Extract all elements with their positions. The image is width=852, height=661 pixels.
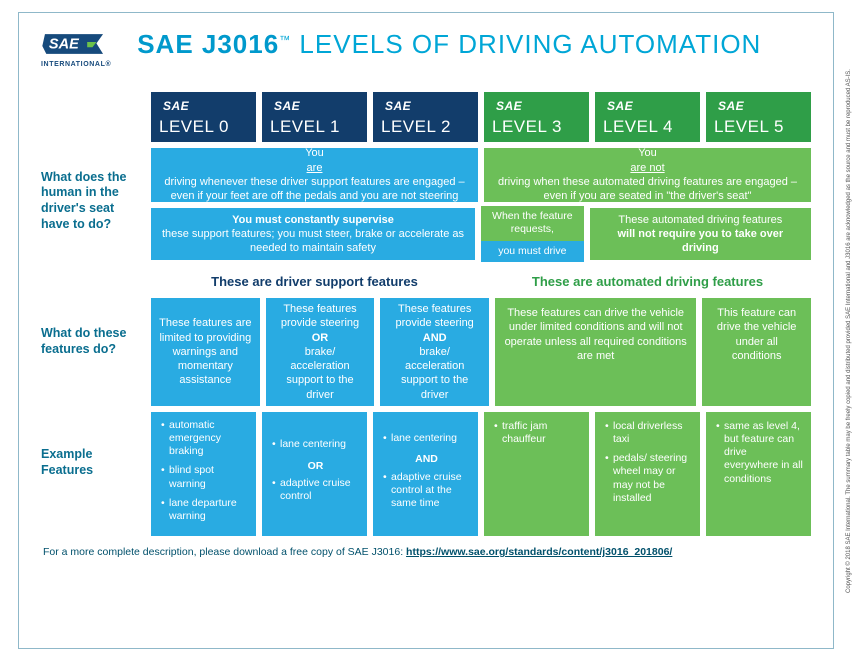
no-takeover-cell: These automated driving features will no…	[590, 208, 811, 260]
feature-requests-cell: When the feature requests, you must driv…	[481, 208, 584, 260]
page-title: SAE J3016™ LEVELS OF DRIVING AUTOMATION	[137, 29, 761, 60]
svg-text:SAE: SAE	[49, 37, 80, 53]
example-cell-2: lane centering AND adaptive cruise contr…	[373, 412, 478, 536]
table: SAELEVEL 0 SAELEVEL 1 SAELEVEL 2 SAELEVE…	[151, 92, 811, 536]
example-cell-0: automatic emergency braking blind spot w…	[151, 412, 256, 536]
footer-link[interactable]: https://www.sae.org/standards/content/j3…	[406, 546, 672, 558]
cat-head-driver-support: These are driver support features	[151, 270, 478, 292]
feature-cell-5: This feature can drive the vehicle under…	[702, 298, 811, 406]
sae-logo: SAE INTERNATIONAL®	[41, 29, 111, 68]
level-tab-4: SAELEVEL 4	[595, 92, 700, 142]
level-tab-2: SAELEVEL 2	[373, 92, 478, 142]
example-cell-4: local driverless taxi pedals/ steering w…	[595, 412, 700, 536]
level-tab-1: SAELEVEL 1	[262, 92, 367, 142]
feature-requests-top: When the feature requests,	[481, 206, 584, 241]
human-not-driving-cell: You are not driving when these automated…	[484, 148, 811, 202]
level-tab-3: SAELEVEL 3	[484, 92, 589, 142]
feature-requests-bottom: you must drive	[481, 241, 584, 263]
logo-subtext: INTERNATIONAL®	[41, 61, 111, 68]
page-frame: SAE INTERNATIONAL® SAE J3016™ LEVELS OF …	[18, 12, 834, 649]
example-cell-1: lane centering OR adaptive cruise contro…	[262, 412, 367, 536]
level-tab-5: SAELEVEL 5	[706, 92, 811, 142]
footer: For a more complete description, please …	[41, 546, 811, 558]
features-row: These features are limited to providing …	[151, 298, 811, 406]
category-heads: These are driver support features These …	[151, 270, 811, 292]
feature-cell-34: These features can drive the vehicle und…	[495, 298, 696, 406]
example-cell-3: traffic jam chauffeur	[484, 412, 589, 536]
human-driving-cell: You are driving whenever these driver su…	[151, 148, 478, 202]
header: SAE INTERNATIONAL® SAE J3016™ LEVELS OF …	[41, 29, 811, 68]
level-tabs-row: SAELEVEL 0 SAELEVEL 1 SAELEVEL 2 SAELEVE…	[151, 92, 811, 142]
feature-cell-1: These features provide steering OR brake…	[266, 298, 375, 406]
rowlabel-human: What does the human in the driver's seat…	[41, 142, 151, 260]
examples-row: automatic emergency braking blind spot w…	[151, 412, 811, 536]
human-row-1: You are driving whenever these driver su…	[151, 148, 811, 202]
sae-logo-icon: SAE	[41, 29, 107, 59]
copyright-text: Copyright © 2018 SAE International. The …	[846, 69, 852, 593]
rowlabel-features: What do these features do?	[41, 286, 151, 398]
grid: What does the human in the driver's seat…	[41, 92, 811, 536]
level-tab-0: SAELEVEL 0	[151, 92, 256, 142]
cat-head-automated: These are automated driving features	[484, 270, 811, 292]
row-labels-col: What does the human in the driver's seat…	[41, 92, 151, 536]
supervise-cell: You must constantly supervise these supp…	[151, 208, 475, 260]
human-row-2: You must constantly supervise these supp…	[151, 208, 811, 260]
feature-cell-0: These features are limited to providing …	[151, 298, 260, 406]
example-cell-5: same as level 4, but feature can drive e…	[706, 412, 811, 536]
feature-cell-2: These features provide steering AND brak…	[380, 298, 489, 406]
rowlabel-examples: Example Features	[41, 398, 151, 528]
